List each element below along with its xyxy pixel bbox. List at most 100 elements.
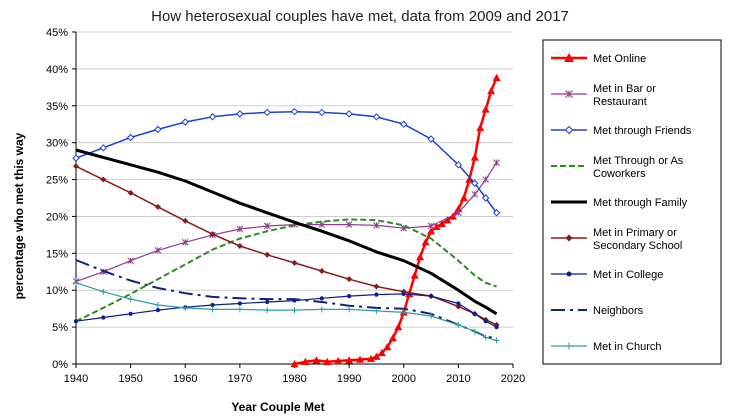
y-tick-label: 45% [46,27,68,39]
data-point [99,144,108,152]
data-point [291,259,298,266]
data-point [421,238,430,246]
data-point [456,301,461,306]
data-point [312,356,321,364]
series-group [72,73,501,368]
series-line [75,293,497,328]
data-point [471,328,478,335]
data-point [492,73,501,81]
legend-label: Restaurant [593,96,647,108]
data-point [401,291,406,297]
data-point [127,257,134,265]
series-line [75,162,498,282]
data-point [356,355,365,363]
data-point [400,120,408,128]
data-point [400,309,407,316]
data-point [493,159,500,166]
data-point [73,319,79,324]
data-point [459,194,468,202]
data-point [155,308,161,313]
data-point [334,357,343,365]
series [72,107,501,217]
data-point [366,354,375,363]
data-point [373,283,380,290]
x-tick-label: 1950 [118,373,142,385]
data-point [566,271,572,277]
data-point [291,307,298,314]
legend-label: Met in College [593,269,663,281]
legend-item: Met in College [551,269,663,281]
data-point [318,108,326,117]
legend-item: Neighbors [551,305,644,317]
data-point [182,217,189,224]
chart-title: How heterosexual couples have met, data … [151,8,569,25]
data-point [428,313,435,320]
data-point [455,209,462,217]
data-point [126,133,135,142]
x-tick-label: 2020 [501,373,525,385]
data-point [345,110,353,118]
x-tick-label: 1970 [228,373,252,385]
data-point [482,176,490,183]
data-point [476,123,485,132]
x-tick-label: 1980 [282,373,306,385]
data-point [265,299,270,305]
data-point [374,292,379,297]
data-point [263,222,271,230]
data-point [100,288,107,295]
series-line [75,218,497,323]
legend-label: Neighbors [593,305,644,317]
data-point [437,219,446,228]
data-point [471,179,479,187]
y-tick-label: 25% [46,175,68,187]
y-tick-label: 40% [46,64,68,76]
legend-item: Met in Church [551,341,661,353]
x-tick-label: 2010 [446,373,470,385]
data-point [492,209,501,217]
legend-label: Met Online [593,53,646,65]
data-point [383,343,392,351]
y-tick-label: 20% [46,211,68,223]
y-tick-label: 30% [46,138,68,150]
series-line [75,282,497,341]
data-point [264,307,271,314]
axes: 0% 5% 10% 15% 20% 25% 30% 35% 40% 45% 1940 1950 1960… [46,27,525,385]
data-point [290,107,299,116]
data-point [346,276,353,283]
data-point [565,90,573,98]
series [72,159,500,285]
data-point [237,301,242,306]
data-point [377,348,386,357]
data-point [101,315,106,320]
data-point [264,251,271,258]
data-point [127,296,134,303]
data-point [209,306,216,313]
data-point [236,110,244,118]
data-point [487,87,496,95]
data-point [427,135,435,143]
data-point [323,357,332,365]
data-point [465,175,474,183]
data-point [373,307,380,314]
data-point [73,163,79,170]
data-point [209,231,216,238]
series [75,259,497,340]
data-point [410,271,419,279]
data-point [100,176,107,183]
data-point [73,279,79,286]
y-axis-title: percentage who met this way [12,132,26,299]
data-point [127,189,134,196]
legend-label: Secondary School [593,240,682,252]
data-point [455,321,462,328]
data-point [471,190,479,198]
data-point [345,356,354,364]
data-point [416,253,425,261]
y-tick-label: 0% [52,359,68,371]
data-point [263,108,271,117]
data-point [443,216,452,224]
data-point [483,319,488,324]
legend-item: Met through Friends [551,125,692,137]
